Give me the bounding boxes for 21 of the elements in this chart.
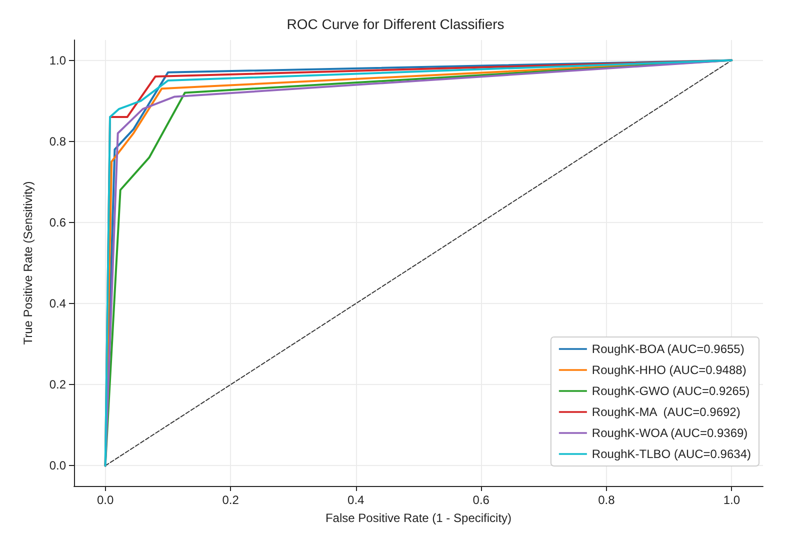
x-tick-label: 0.0 xyxy=(96,493,114,507)
legend-label: RoughK-GWO (AUC=0.9265) xyxy=(592,384,750,398)
y-tick-label: 0.6 xyxy=(49,215,66,230)
y-axis-title: True Positive Rate (Sensitivity) xyxy=(21,181,35,345)
legend-label: RoughK-HHO (AUC=0.9488) xyxy=(592,363,746,377)
legend-label: RoughK-MA (AUC=0.9692) xyxy=(592,405,740,419)
x-tick-label: 0.4 xyxy=(348,493,365,507)
y-tick-label: 1.0 xyxy=(49,53,66,68)
y-tick-label: 0.0 xyxy=(49,458,66,473)
legend-label: RoughK-TLBO (AUC=0.9634) xyxy=(592,447,752,461)
x-tick-label: 0.8 xyxy=(598,493,616,507)
x-tick-label: 1.0 xyxy=(723,493,740,507)
x-tick-label: 0.6 xyxy=(472,493,490,507)
x-tick-label: 0.2 xyxy=(222,493,240,507)
y-tick-label: 0.4 xyxy=(49,296,66,311)
y-tick-label: 0.2 xyxy=(49,378,66,392)
y-tick-label: 0.8 xyxy=(49,134,66,148)
legend-label: RoughK-BOA (AUC=0.9655) xyxy=(592,342,744,356)
legend-label: RoughK-WOA (AUC=0.9369) xyxy=(592,426,748,440)
x-axis-title: False Positive Rate (1 - Specificity) xyxy=(325,511,512,525)
chart-title: ROC Curve for Different Classifiers xyxy=(286,16,504,32)
